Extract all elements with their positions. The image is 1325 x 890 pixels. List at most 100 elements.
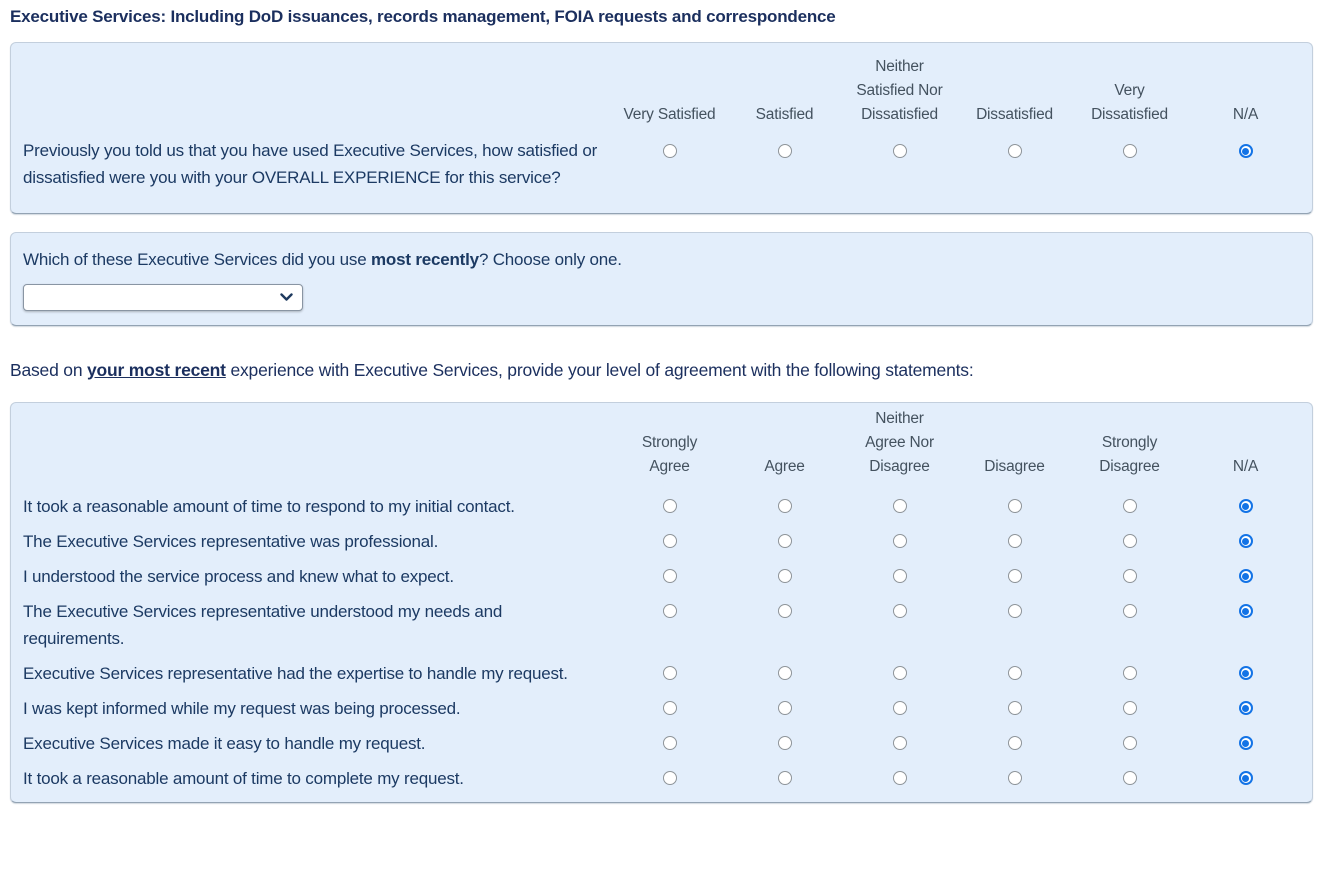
radio-agree[interactable]	[777, 604, 792, 618]
radio-cell	[957, 656, 1072, 691]
radio-neither-agree-nor-disagree[interactable]	[892, 736, 907, 750]
radio-cell	[1187, 524, 1304, 559]
radio-agree[interactable]	[777, 736, 792, 750]
statement-label: Executive Services made it easy to handl…	[23, 734, 426, 753]
radio-disagree[interactable]	[1007, 701, 1022, 715]
radio-na[interactable]	[1238, 604, 1253, 618]
radio-strongly-disagree[interactable]	[1122, 666, 1137, 680]
radio-cell	[727, 489, 842, 524]
radio-cell	[1187, 127, 1304, 207]
radio-disagree[interactable]	[1007, 604, 1022, 618]
column-header-na: N/A	[1232, 106, 1259, 123]
radio-disagree[interactable]	[1007, 534, 1022, 548]
radio-strongly-disagree[interactable]	[1122, 534, 1137, 548]
satisfaction-matrix: Very Satisfied Satisfied Neither Satisfi…	[11, 43, 1312, 213]
radio-cell	[957, 594, 1072, 656]
radio-cell	[957, 559, 1072, 594]
recent-service-select[interactable]	[23, 284, 303, 311]
radio-cell	[1072, 761, 1187, 796]
statement-label: It took a reasonable amount of time to c…	[23, 769, 464, 788]
radio-cell	[1072, 127, 1187, 207]
radio-na[interactable]	[1238, 701, 1253, 715]
radio-na[interactable]	[1238, 569, 1253, 583]
radio-cell	[957, 726, 1072, 761]
radio-very-satisfied[interactable]	[662, 144, 677, 158]
radio-disagree[interactable]	[1007, 771, 1022, 785]
column-header-strongly-agree: Strongly Agree	[641, 434, 698, 475]
radio-agree[interactable]	[777, 771, 792, 785]
radio-cell	[612, 524, 727, 559]
radio-agree[interactable]	[777, 569, 792, 583]
radio-cell	[1072, 559, 1187, 594]
satisfaction-question: Previously you told us that you have use…	[23, 141, 598, 187]
radio-cell	[727, 656, 842, 691]
column-header-dissatisfied: Dissatisfied	[976, 106, 1053, 123]
radio-strongly-agree[interactable]	[662, 604, 677, 618]
radio-cell	[727, 559, 842, 594]
radio-cell	[612, 127, 727, 207]
statement-label: I understood the service process and kne…	[23, 567, 454, 586]
radio-cell	[1072, 726, 1187, 761]
radio-na[interactable]	[1238, 144, 1253, 158]
radio-strongly-agree[interactable]	[662, 771, 677, 785]
radio-strongly-agree[interactable]	[662, 701, 677, 715]
radio-na[interactable]	[1238, 771, 1253, 785]
radio-strongly-agree[interactable]	[662, 666, 677, 680]
column-header-very-satisfied: Very Satisfied	[623, 106, 716, 123]
column-header-satisfied: Satisfied	[755, 106, 814, 123]
radio-neither-agree-nor-disagree[interactable]	[892, 499, 907, 513]
question-emphasis: most recently	[370, 250, 479, 269]
radio-agree[interactable]	[777, 666, 792, 680]
radio-cell	[727, 524, 842, 559]
radio-very-dissatisfied[interactable]	[1122, 144, 1137, 158]
radio-cell	[1187, 594, 1304, 656]
radio-cell	[612, 761, 727, 796]
radio-strongly-disagree[interactable]	[1122, 569, 1137, 583]
radio-cell	[957, 489, 1072, 524]
radio-cell	[727, 594, 842, 656]
radio-strongly-disagree[interactable]	[1122, 701, 1137, 715]
heading-suffix: experience with Executive Services, prov…	[225, 360, 974, 380]
radio-disagree[interactable]	[1007, 499, 1022, 513]
radio-na[interactable]	[1238, 666, 1253, 680]
recent-service-question: Which of these Executive Services did yo…	[23, 248, 1300, 271]
radio-cell	[1187, 559, 1304, 594]
radio-strongly-disagree[interactable]	[1122, 604, 1137, 618]
radio-neither-agree-nor-disagree[interactable]	[892, 666, 907, 680]
overall-satisfaction-panel: Very Satisfied Satisfied Neither Satisfi…	[10, 42, 1313, 214]
radio-cell	[1187, 691, 1304, 726]
radio-cell	[1072, 594, 1187, 656]
radio-satisfied[interactable]	[777, 144, 792, 158]
radio-cell	[1072, 489, 1187, 524]
radio-agree[interactable]	[777, 499, 792, 513]
radio-strongly-agree[interactable]	[662, 534, 677, 548]
radio-agree[interactable]	[777, 534, 792, 548]
radio-strongly-disagree[interactable]	[1122, 771, 1137, 785]
radio-strongly-agree[interactable]	[662, 499, 677, 513]
radio-na[interactable]	[1238, 499, 1253, 513]
radio-strongly-agree[interactable]	[662, 736, 677, 750]
radio-neither-agree-nor-disagree[interactable]	[892, 604, 907, 618]
radio-neither-satisfied-nor-dissatisfied[interactable]	[892, 144, 907, 158]
radio-disagree[interactable]	[1007, 569, 1022, 583]
radio-na[interactable]	[1238, 534, 1253, 548]
radio-neither-agree-nor-disagree[interactable]	[892, 701, 907, 715]
radio-cell	[957, 761, 1072, 796]
radio-disagree[interactable]	[1007, 736, 1022, 750]
radio-strongly-disagree[interactable]	[1122, 736, 1137, 750]
radio-neither-agree-nor-disagree[interactable]	[892, 569, 907, 583]
radio-neither-agree-nor-disagree[interactable]	[892, 534, 907, 548]
radio-na[interactable]	[1238, 736, 1253, 750]
radio-cell	[1072, 656, 1187, 691]
heading-emphasis: your most recent	[87, 360, 226, 380]
radio-disagree[interactable]	[1007, 666, 1022, 680]
radio-cell	[727, 726, 842, 761]
radio-strongly-disagree[interactable]	[1122, 499, 1137, 513]
radio-cell	[1187, 489, 1304, 524]
column-header-neither-agree: Neither Agree Nor Disagree	[865, 410, 934, 475]
radio-strongly-agree[interactable]	[662, 569, 677, 583]
radio-dissatisfied[interactable]	[1007, 144, 1022, 158]
radio-cell	[1187, 726, 1304, 761]
radio-neither-agree-nor-disagree[interactable]	[892, 771, 907, 785]
radio-agree[interactable]	[777, 701, 792, 715]
